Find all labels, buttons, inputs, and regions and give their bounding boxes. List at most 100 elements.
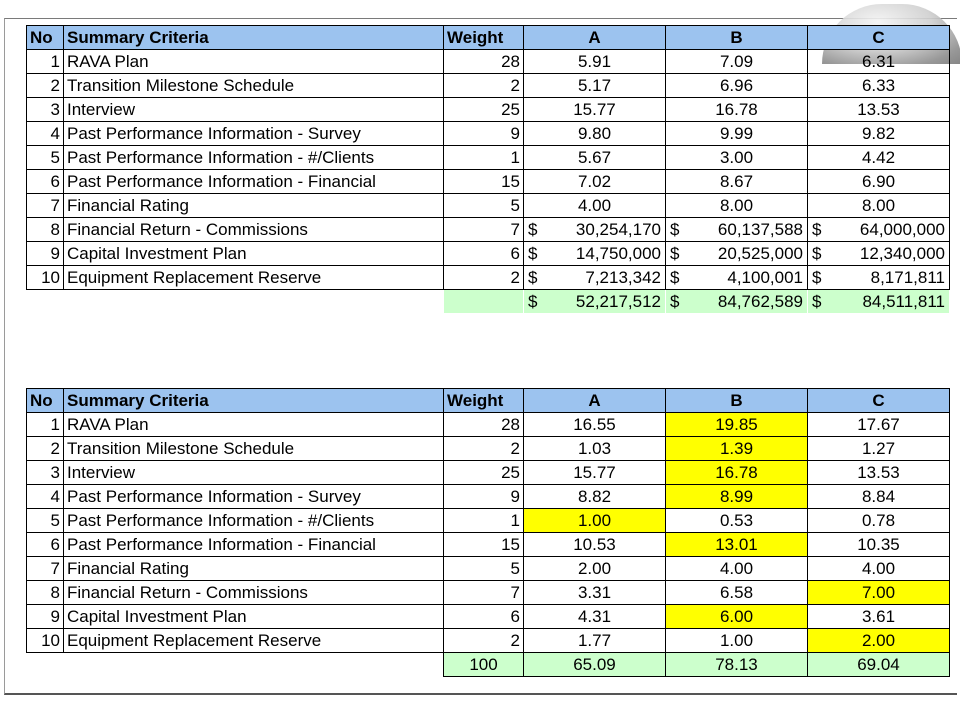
score-b: 8.00: [665, 193, 808, 218]
weighted-scores-table: No Summary Criteria Weight A B C 1 RAVA P…: [26, 388, 950, 677]
row-weight: 9: [443, 121, 524, 146]
table-row: 10 Equipment Replacement Reserve 2 $7,213,3…: [26, 265, 950, 290]
row-criteria: Past Performance Information - Survey: [63, 484, 444, 509]
amount-b: $60,137,588: [665, 217, 808, 242]
row-number: 4: [26, 484, 64, 509]
score-c: 13.53: [807, 97, 950, 122]
weighted-score-b: 16.78: [665, 460, 808, 485]
row-number: 6: [26, 532, 64, 557]
money-value: $4,100,001: [667, 267, 807, 289]
row-criteria: Financial Return - Commissions: [63, 217, 444, 242]
weighted-score-c: 0.78: [807, 508, 950, 533]
row-number: 2: [26, 436, 64, 461]
row-weight: 6: [443, 604, 524, 629]
weighted-score-b: 8.99: [665, 484, 808, 509]
amount-a: $7,213,342: [523, 265, 666, 290]
table-row: 2 Transition Milestone Schedule 2 1.03 1.39 1…: [26, 436, 950, 461]
table-row: 9 Capital Investment Plan 6 $14,750,000 $20,…: [26, 241, 950, 266]
table-row: 5 Past Performance Information - #/Client…: [26, 508, 950, 533]
row-number: 6: [26, 169, 64, 194]
header-c: C: [807, 25, 950, 50]
total-weight-blank: [443, 289, 524, 314]
weighted-score-b: 1.39: [665, 436, 808, 461]
header-row: No Summary Criteria Weight A B C: [26, 388, 950, 413]
currency-sign: $: [670, 243, 680, 263]
weighted-score-a: 3.31: [523, 580, 666, 605]
table-row: 10 Equipment Replacement Reserve 2 1.77 1.00…: [26, 628, 950, 653]
header-a: A: [523, 25, 666, 50]
score-b: 9.99: [665, 121, 808, 146]
row-number: 8: [26, 580, 64, 605]
weighted-score-b: 6.58: [665, 580, 808, 605]
row-weight: 7: [443, 580, 524, 605]
table-row: 8 Financial Return - Commissions 7 3.31 6.58…: [26, 580, 950, 605]
row-number: 9: [26, 604, 64, 629]
currency-sign: $: [528, 243, 538, 263]
row-criteria: Equipment Replacement Reserve: [63, 265, 444, 290]
weighted-score-c: 1.27: [807, 436, 950, 461]
money-value: $12,340,000: [809, 243, 949, 265]
currency-sign: $: [670, 267, 680, 287]
row-weight: 2: [443, 436, 524, 461]
row-number: 3: [26, 460, 64, 485]
row-weight: 25: [443, 97, 524, 122]
currency-sign: $: [812, 243, 822, 263]
currency-sign: $: [670, 219, 680, 239]
weighted-score-b: 6.00: [665, 604, 808, 629]
amount-value: 12,340,000: [859, 243, 945, 263]
amount-c: $12,340,000: [807, 241, 950, 266]
row-weight: 2: [443, 265, 524, 290]
amount-b: $20,525,000: [665, 241, 808, 266]
row-criteria: Past Performance Information - Survey: [63, 121, 444, 146]
row-weight: 5: [443, 556, 524, 581]
weighted-score-b: 0.53: [665, 508, 808, 533]
score-c: 6.90: [807, 169, 950, 194]
table-row: 4 Past Performance Information - Survey 9 9…: [26, 121, 950, 146]
header-b: B: [665, 25, 808, 50]
total-weight: 100: [443, 652, 524, 677]
score-b: 3.00: [665, 145, 808, 170]
score-a: 5.67: [523, 145, 666, 170]
slide-frame: [4, 18, 957, 695]
table-row: 2 Transition Milestone Schedule 2 5.17 6.96 6…: [26, 73, 950, 98]
row-number: 1: [26, 49, 64, 74]
table-row: 6 Past Performance Information - Financia…: [26, 169, 950, 194]
score-c: 9.82: [807, 121, 950, 146]
table-row: 1 RAVA Plan 28 16.55 19.85 17.67: [26, 412, 950, 437]
amount-value: 30,254,170: [575, 219, 661, 239]
amount-b: $4,100,001: [665, 265, 808, 290]
table-row: 6 Past Performance Information - Financia…: [26, 532, 950, 557]
weighted-score-a: 16.55: [523, 412, 666, 437]
row-weight: 7: [443, 217, 524, 242]
header-weight: Weight: [443, 25, 524, 50]
row-weight: 9: [443, 484, 524, 509]
header-no: No: [26, 25, 64, 50]
weighted-score-b: 4.00: [665, 556, 808, 581]
row-number: 10: [26, 628, 64, 653]
table-row: 5 Past Performance Information - #/Client…: [26, 145, 950, 170]
table-row: 7 Financial Rating 5 2.00 4.00 4.00: [26, 556, 950, 581]
row-weight: 5: [443, 193, 524, 218]
weighted-score-b: 13.01: [665, 532, 808, 557]
row-criteria: Past Performance Information - Financial: [63, 169, 444, 194]
money-value: $20,525,000: [667, 243, 807, 265]
amount-value: 64,000,000: [859, 219, 945, 239]
currency-sign: $: [528, 267, 538, 287]
money-value: $60,137,588: [667, 219, 807, 241]
blank-cell: [27, 653, 64, 677]
weighted-score-a: 1.77: [523, 628, 666, 653]
weighted-score-b: 1.00: [665, 628, 808, 653]
header-weight: Weight: [443, 388, 524, 413]
header-c: C: [807, 388, 950, 413]
weighted-score-c: 3.61: [807, 604, 950, 629]
row-number: 7: [26, 556, 64, 581]
amount-value: 20,525,000: [717, 243, 803, 263]
score-a: 5.91: [523, 49, 666, 74]
row-weight: 2: [443, 628, 524, 653]
row-criteria: Capital Investment Plan: [63, 241, 444, 266]
row-criteria: Interview: [63, 460, 444, 485]
money-value: $30,254,170: [525, 219, 665, 241]
score-b: 6.96: [665, 73, 808, 98]
header-row: No Summary Criteria Weight A B C: [26, 25, 950, 50]
score-a: 5.17: [523, 73, 666, 98]
